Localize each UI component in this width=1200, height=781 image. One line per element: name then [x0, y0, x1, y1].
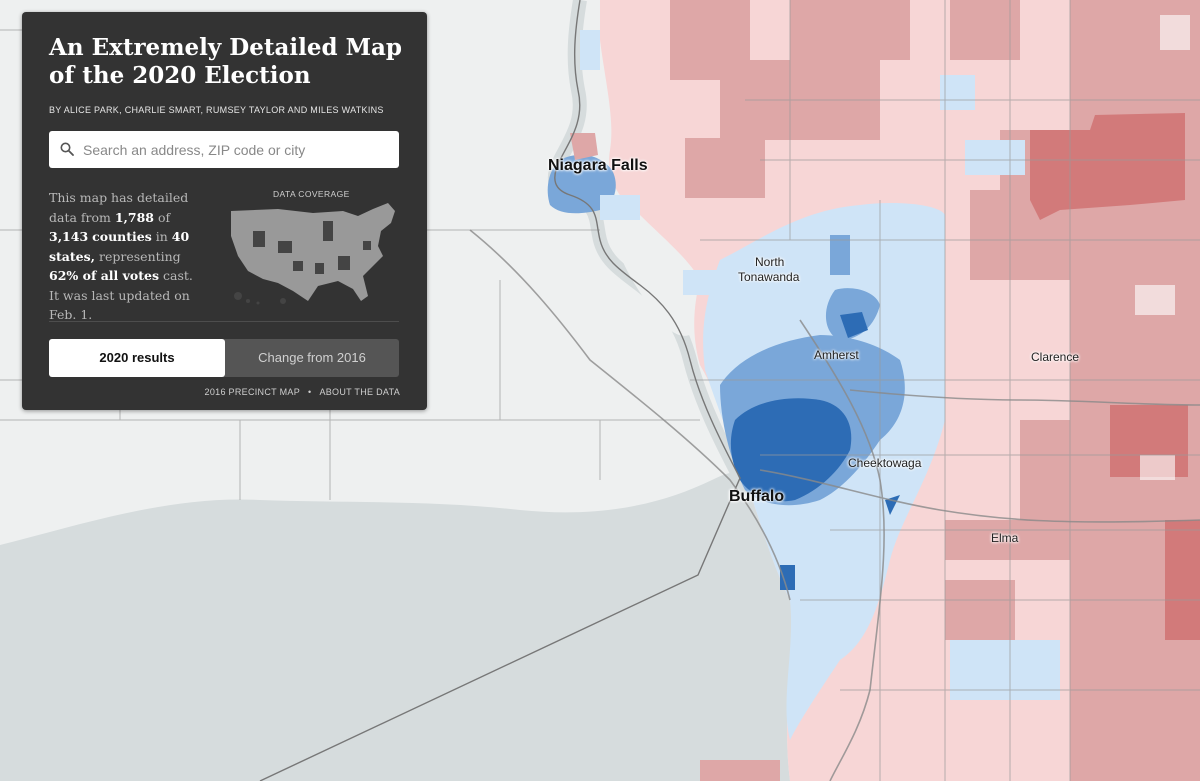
label-buffalo: Buffalo — [729, 488, 785, 505]
link-2016-precinct-map[interactable]: 2016 PRECINCT MAP — [204, 387, 300, 397]
label-cheektowaga: Cheektowaga — [848, 456, 922, 470]
niagara-falls-dem — [547, 154, 616, 214]
dem-mid-area-north — [825, 235, 880, 340]
divider — [49, 321, 399, 322]
label-north: North — [755, 255, 785, 269]
highways — [469, 229, 1200, 781]
label-amherst: Amherst — [814, 348, 859, 362]
coverage-label: DATA COVERAGE — [273, 189, 350, 199]
search-icon — [60, 142, 74, 156]
tab-change-from-2016[interactable]: Change from 2016 — [258, 350, 366, 365]
search-input[interactable] — [83, 131, 383, 168]
page-title: An Extremely Detailed Map of the 2020 El… — [49, 34, 403, 89]
counties-detailed: 1,788 — [114, 209, 155, 225]
separator-dot: • — [308, 387, 312, 397]
votes-share: 62% of all votes — [49, 268, 160, 283]
dem-strong-area — [730, 398, 852, 502]
states-count: 40 states, — [49, 229, 190, 264]
byline: BY ALICE PARK, CHARLIE SMART, RUMSEY TAY… — [49, 105, 384, 115]
footer-links: 2016 PRECINCT MAP • ABOUT THE DATA — [205, 387, 400, 397]
dem-light-niagara — [580, 30, 720, 295]
label-clarence: Clarence — [1031, 350, 1080, 364]
rep-strong-precincts — [1030, 113, 1200, 640]
label-elma: Elma — [991, 531, 1019, 545]
label-niagara-falls: Niagara Falls — [548, 157, 648, 174]
coverage-map — [231, 203, 395, 305]
rep-pale-precincts — [1135, 15, 1190, 480]
tab-2020-results[interactable]: 2020 results — [49, 339, 225, 377]
coverage-description: This map has detailed data from 1,788 of… — [49, 190, 193, 322]
link-about-the-data[interactable]: ABOUT THE DATA — [319, 387, 400, 397]
label-tonawanda: Tonawanda — [738, 270, 800, 284]
grand-island — [616, 225, 701, 336]
international-border — [259, 0, 741, 781]
lake-erie — [0, 472, 793, 781]
search-box[interactable] — [49, 131, 399, 168]
results-toggle[interactable]: 2020 results Change from 2016 — [49, 339, 399, 377]
counties-total: 3,143 — [49, 229, 89, 244]
niagara-falls-rep — [570, 133, 598, 160]
info-panel: An Extremely Detailed Map of the 2020 El… — [22, 12, 427, 410]
